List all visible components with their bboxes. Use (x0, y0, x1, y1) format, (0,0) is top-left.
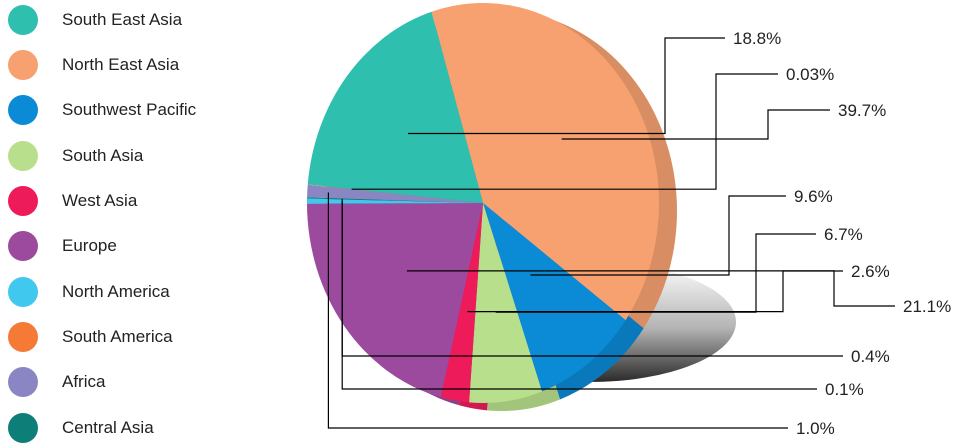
leader-line-southwest-pacific (530, 195, 786, 276)
legend-item-north-america: North America (8, 277, 170, 307)
data-label-southwest-pacific: 9.6% (794, 187, 833, 206)
legend-label: South East Asia (62, 10, 183, 29)
leader-line-europe (406, 270, 895, 307)
legend-swatch (8, 231, 38, 261)
pie-slice-west-asia (440, 203, 483, 403)
legend-swatch (8, 277, 38, 307)
data-label-africa: 1.0% (796, 419, 835, 438)
pie-slice-africa (307, 184, 483, 203)
legend-swatch (8, 95, 38, 125)
data-label-europe: 21.1% (903, 297, 951, 316)
data-label-central-asia: 0.1% (825, 380, 864, 399)
legend-label: Central Asia (62, 418, 154, 437)
legend-item-south-america: South America (8, 322, 173, 352)
data-label-south-east-asia: 18.8% (733, 29, 781, 48)
legend-item-europe: Europe (8, 231, 117, 261)
leader-line-south-america (351, 73, 778, 190)
leader-line-north-east-asia (561, 109, 830, 140)
leader-line-central-asia (341, 198, 817, 390)
leader-line-africa (327, 192, 788, 429)
legend-item-central-asia: Central Asia (8, 413, 154, 443)
legend-label: South Asia (62, 146, 144, 165)
data-label-north-east-asia: 39.7% (838, 101, 886, 120)
pie-slice-south-asia (469, 203, 542, 403)
legend-label: Europe (62, 236, 117, 255)
legend-swatch (8, 322, 38, 352)
pie-slice-central-asia (307, 197, 483, 203)
legend-swatch (8, 5, 38, 35)
data-label-north-america: 0.4% (851, 347, 890, 366)
legend-item-south-asia: South Asia (8, 141, 143, 171)
legend-item-southwest-pacific: Southwest Pacific (8, 95, 196, 125)
data-label-west-asia: 2.6% (851, 262, 890, 281)
pie-slice-europe (307, 203, 483, 398)
legend-item-africa: Africa (8, 367, 105, 397)
legend-item-west-asia: West Asia (8, 186, 137, 216)
legend-label: North America (62, 282, 170, 301)
legend-label: North East Asia (62, 55, 180, 74)
legend-swatch (8, 50, 38, 80)
pie-slice-south-america (307, 184, 483, 203)
legend-label: West Asia (62, 191, 138, 210)
legend-label: Africa (62, 372, 106, 391)
pie-slice-north-east-asia (431, 2, 660, 321)
legend-swatch (8, 141, 38, 171)
leader-line-south-east-asia (408, 37, 725, 135)
legend-swatch (8, 367, 38, 397)
legend-label: Southwest Pacific (62, 100, 197, 119)
legend-swatch (8, 186, 38, 216)
legend-swatch (8, 413, 38, 443)
pie-slice-southwest-pacific (483, 203, 626, 392)
legend-item-north-east-asia: North East Asia (8, 50, 179, 80)
legend-label: South America (62, 327, 173, 346)
data-label-south-asia: 6.7% (824, 225, 863, 244)
legend-item-south-east-asia: South East Asia (8, 5, 182, 35)
chart-legend: South East Asia North East Asia Southwest … (0, 0, 300, 443)
data-label-south-america: 0.03% (786, 65, 834, 84)
pie-slice-north-america (306, 198, 483, 204)
pie-slice-south-east-asia (307, 11, 483, 203)
